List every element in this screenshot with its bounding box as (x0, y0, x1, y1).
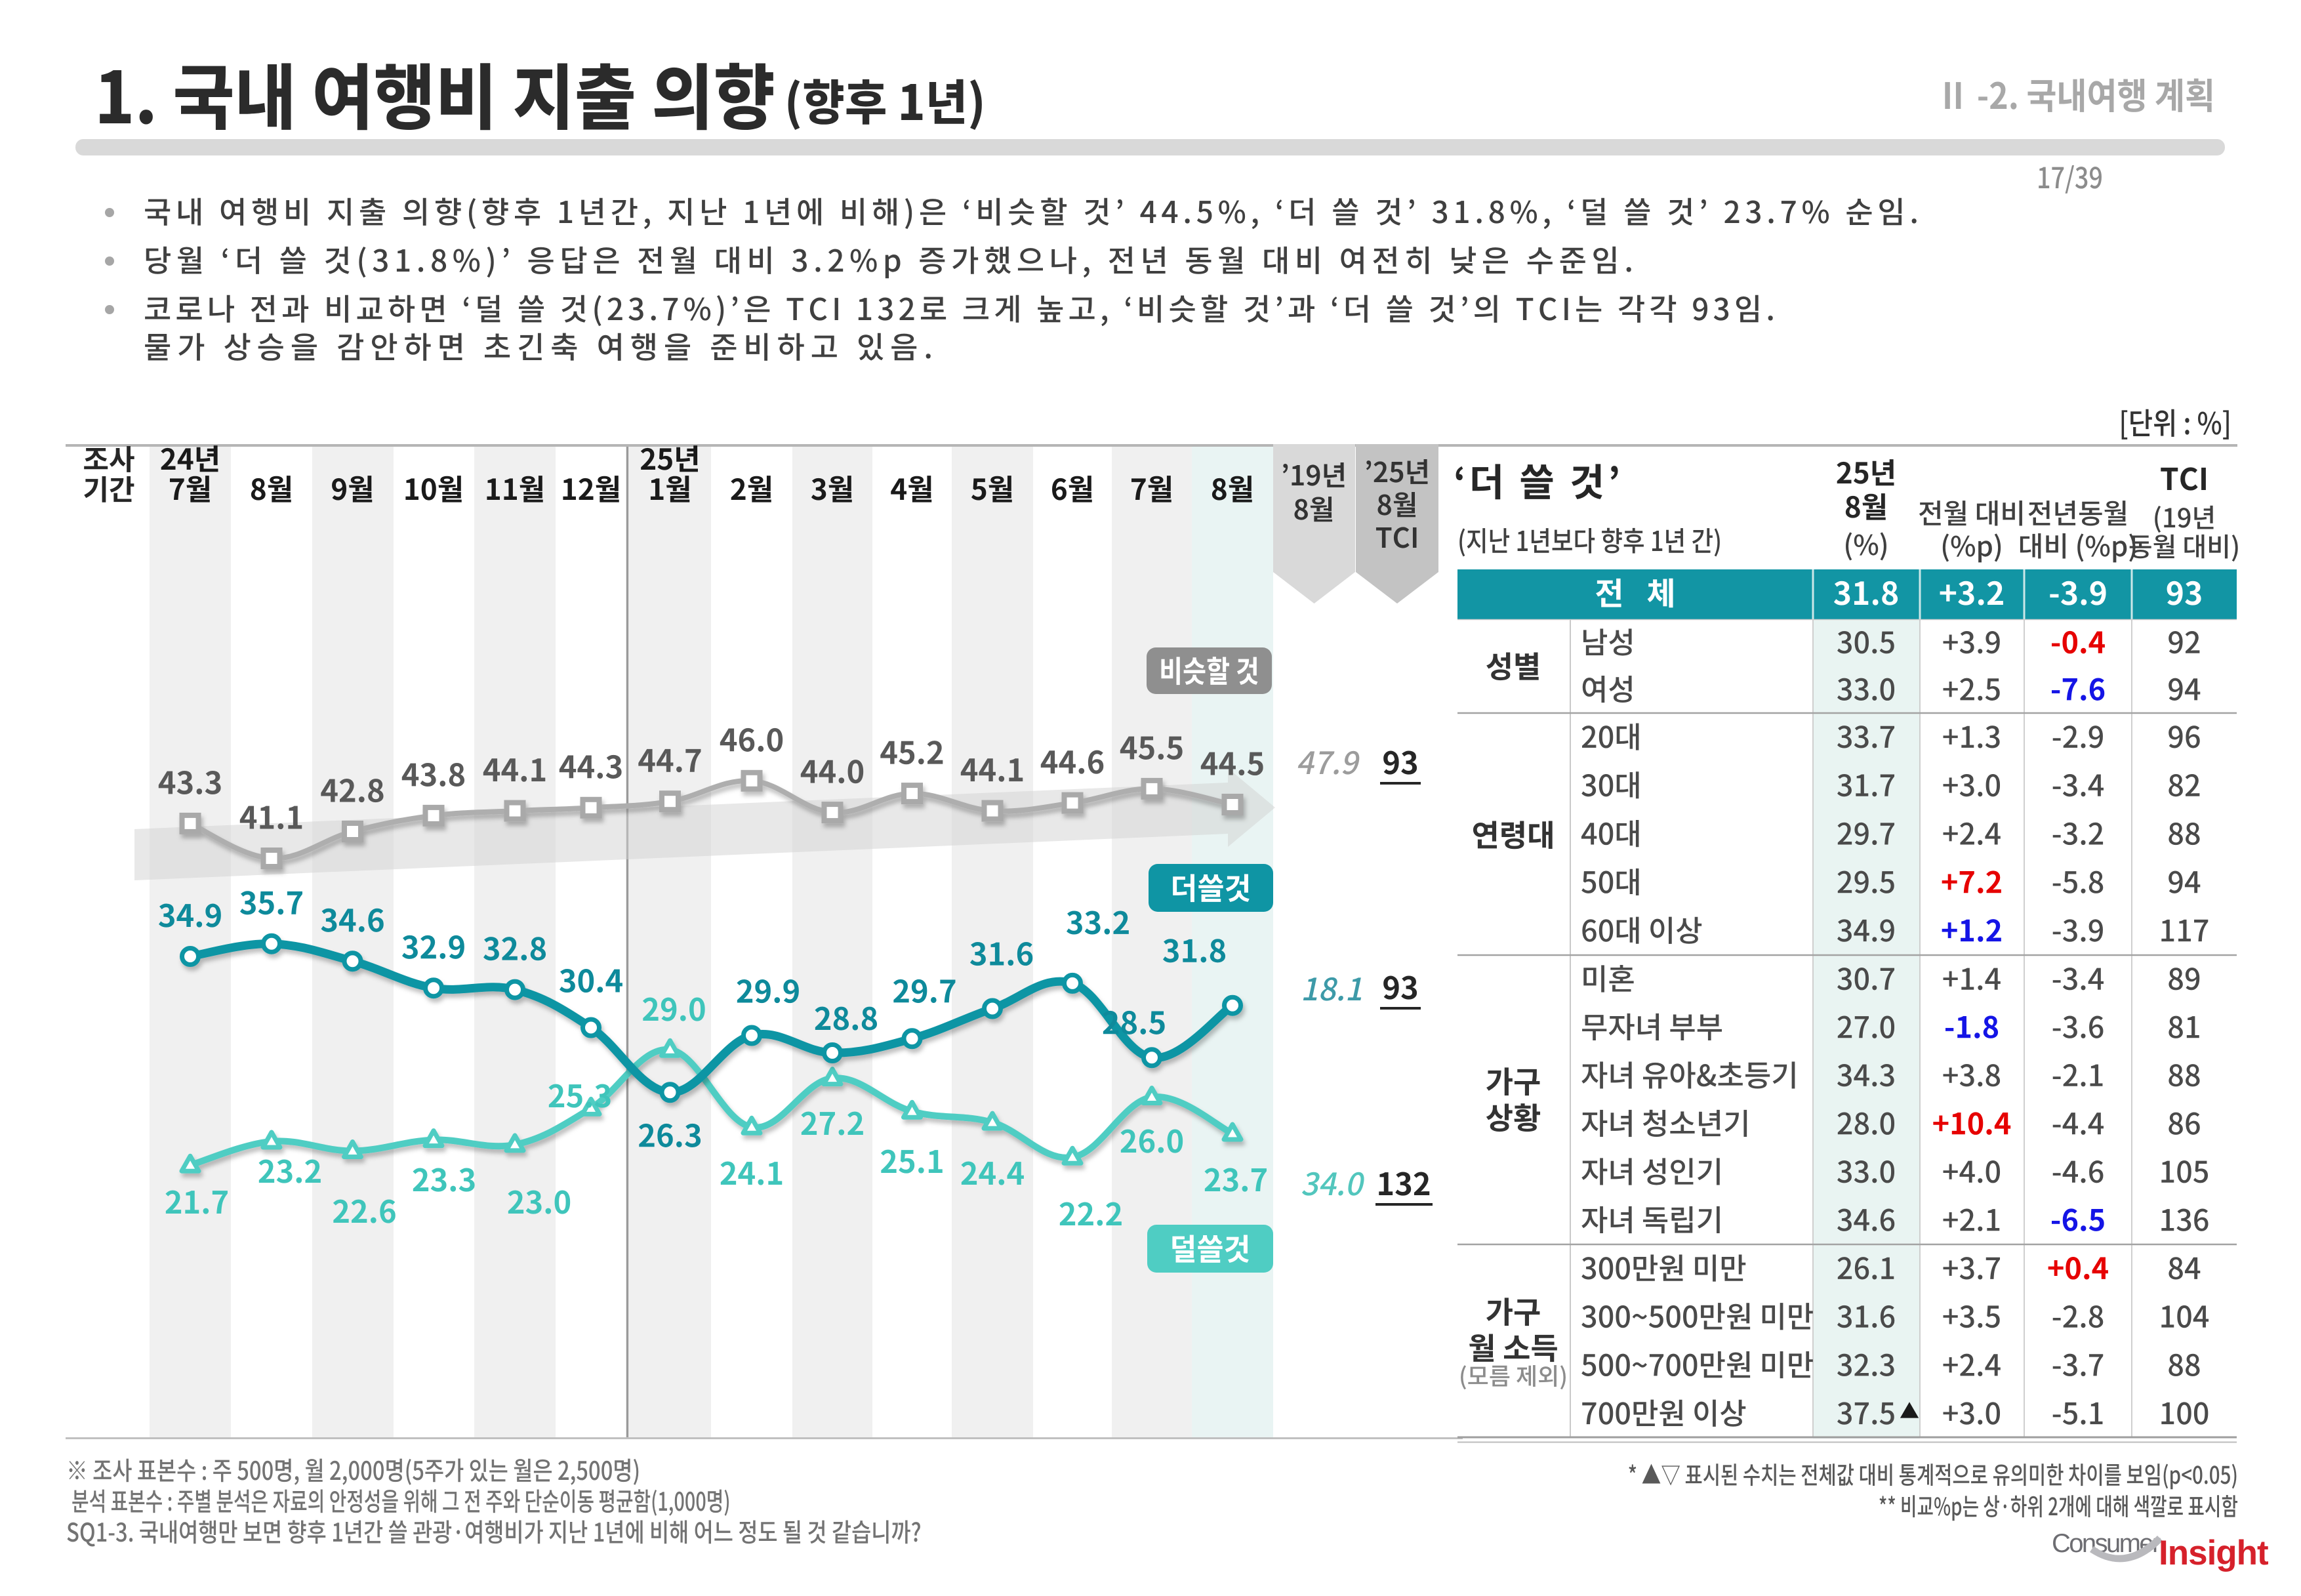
svg-text:Insight: Insight (2159, 1534, 2268, 1572)
